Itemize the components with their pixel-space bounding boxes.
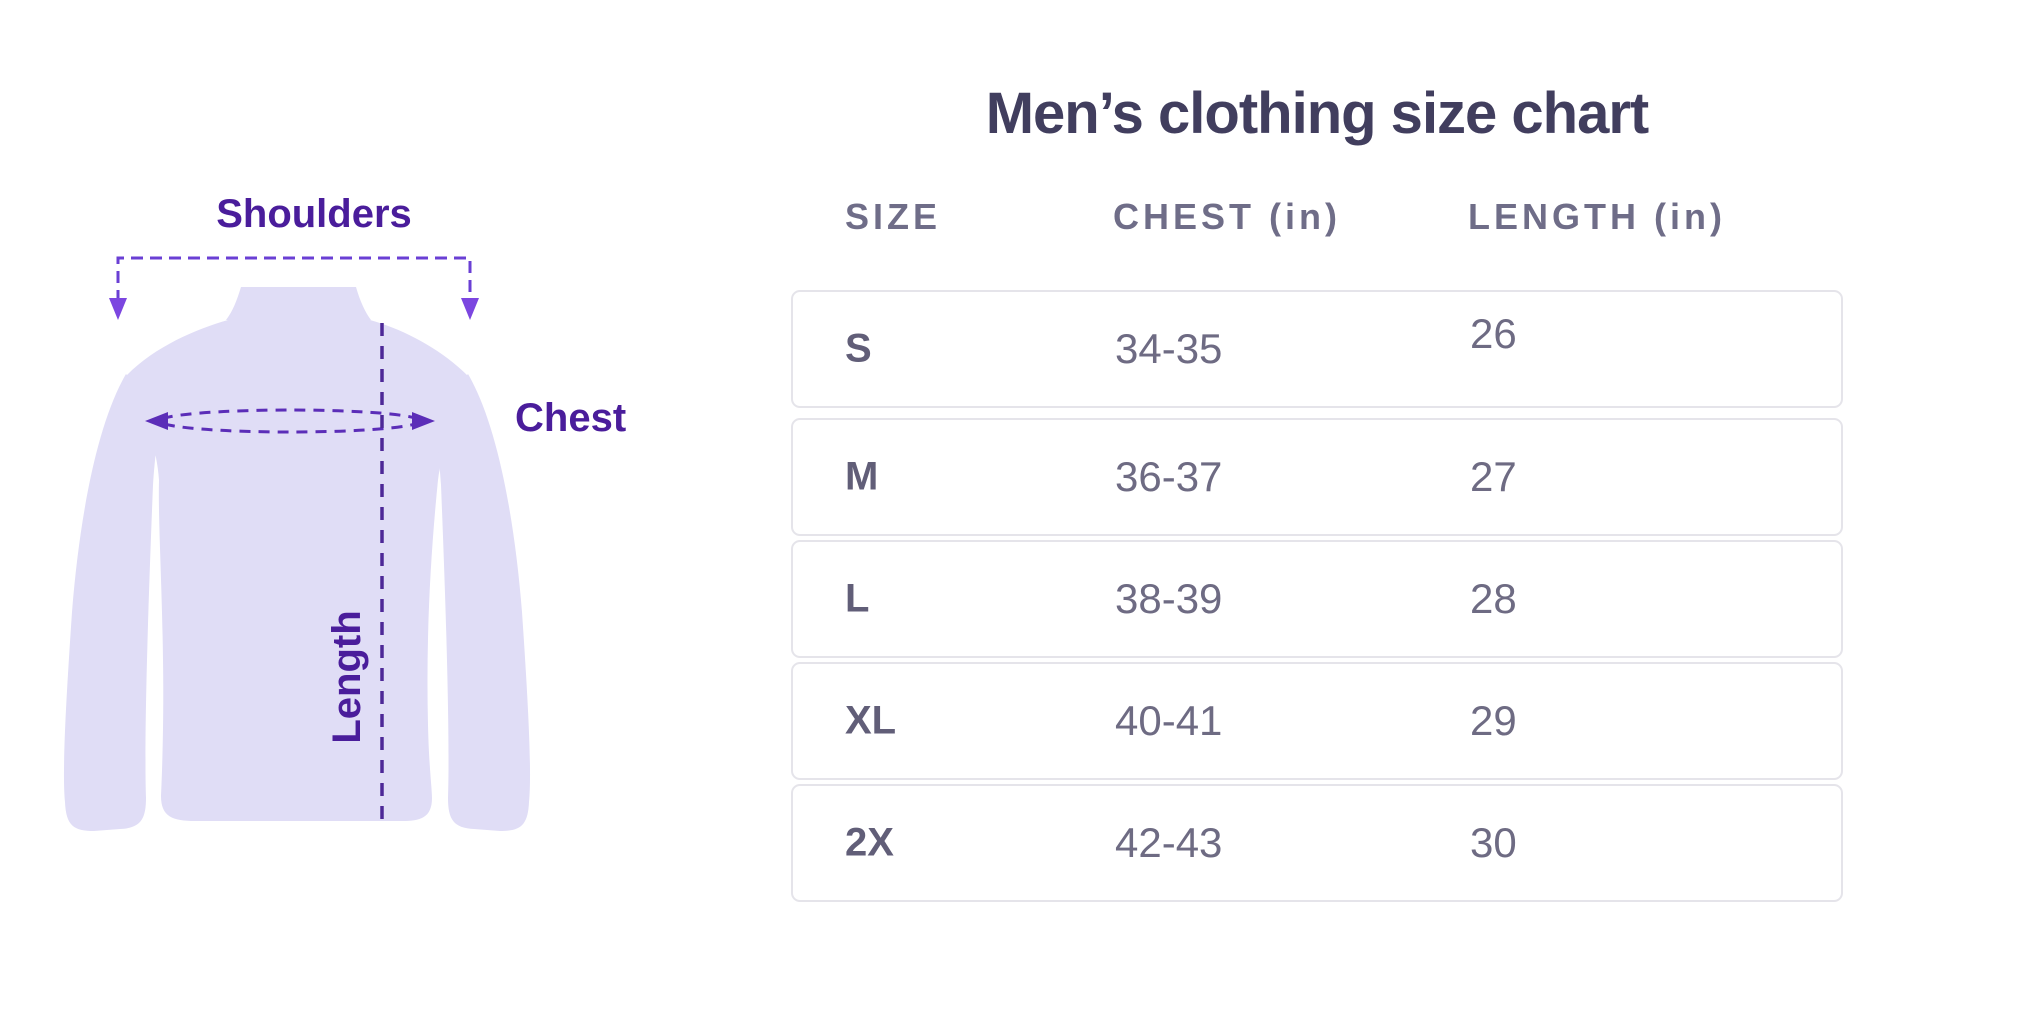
table-row-2x: 2X 42-43 30: [791, 784, 1843, 902]
page-title: Men’s clothing size chart: [985, 81, 1650, 146]
shirt-measurement-diagram: Shoulders Chest Length: [40, 180, 660, 880]
size-cell: L: [845, 576, 870, 621]
size-chart: Men’s clothing size chart SIZE CHEST (in…: [791, 0, 1843, 1020]
shoulders-bracket-dashed-line: [116, 256, 472, 302]
size-table-body: S 34-35 26 M 36-37 27 L 38-39 28 XL 40-4…: [791, 290, 1843, 906]
chest-cell: 36-37: [1115, 453, 1223, 500]
shoulders-left-arrow-icon: [109, 298, 127, 320]
shirt-right-sleeve: [432, 374, 531, 831]
shirt-collar: [226, 287, 371, 320]
shoulders-right-arrow-icon: [461, 298, 479, 320]
length-cell: 28: [1470, 575, 1517, 622]
chest-cell: 34-35: [1115, 325, 1223, 372]
chest-label: Chest: [515, 396, 627, 440]
chest-cell: 42-43: [1115, 819, 1223, 866]
column-header-length: LENGTH (in): [1468, 196, 1726, 237]
size-cell: 2X: [845, 820, 894, 865]
size-cell: S: [845, 326, 872, 371]
length-cell: 30: [1470, 819, 1517, 866]
length-cell: 26: [1470, 310, 1517, 357]
shirt-body: [126, 320, 468, 821]
table-row-l: L 38-39 28: [791, 540, 1843, 658]
size-cell: M: [845, 454, 879, 499]
column-header-size: SIZE: [845, 196, 942, 237]
chest-right-arrow-icon: [412, 412, 435, 430]
shoulders-label: Shoulders: [216, 192, 412, 236]
table-row-s: S 34-35 26: [791, 290, 1843, 408]
length-label: Length: [325, 610, 369, 744]
chest-cell: 40-41: [1115, 697, 1223, 744]
size-cell: XL: [845, 698, 897, 743]
chest-left-arrow-icon: [145, 412, 168, 430]
length-cell: 27: [1470, 453, 1517, 500]
length-cell: 29: [1470, 697, 1517, 744]
shirt-left-sleeve: [63, 374, 162, 831]
chest-cell: 38-39: [1115, 575, 1223, 622]
table-row-m: M 36-37 27: [791, 418, 1843, 536]
shirt-illustration: [63, 256, 531, 831]
table-row-xl: XL 40-41 29: [791, 662, 1843, 780]
column-header-chest: CHEST (in): [1113, 196, 1341, 237]
